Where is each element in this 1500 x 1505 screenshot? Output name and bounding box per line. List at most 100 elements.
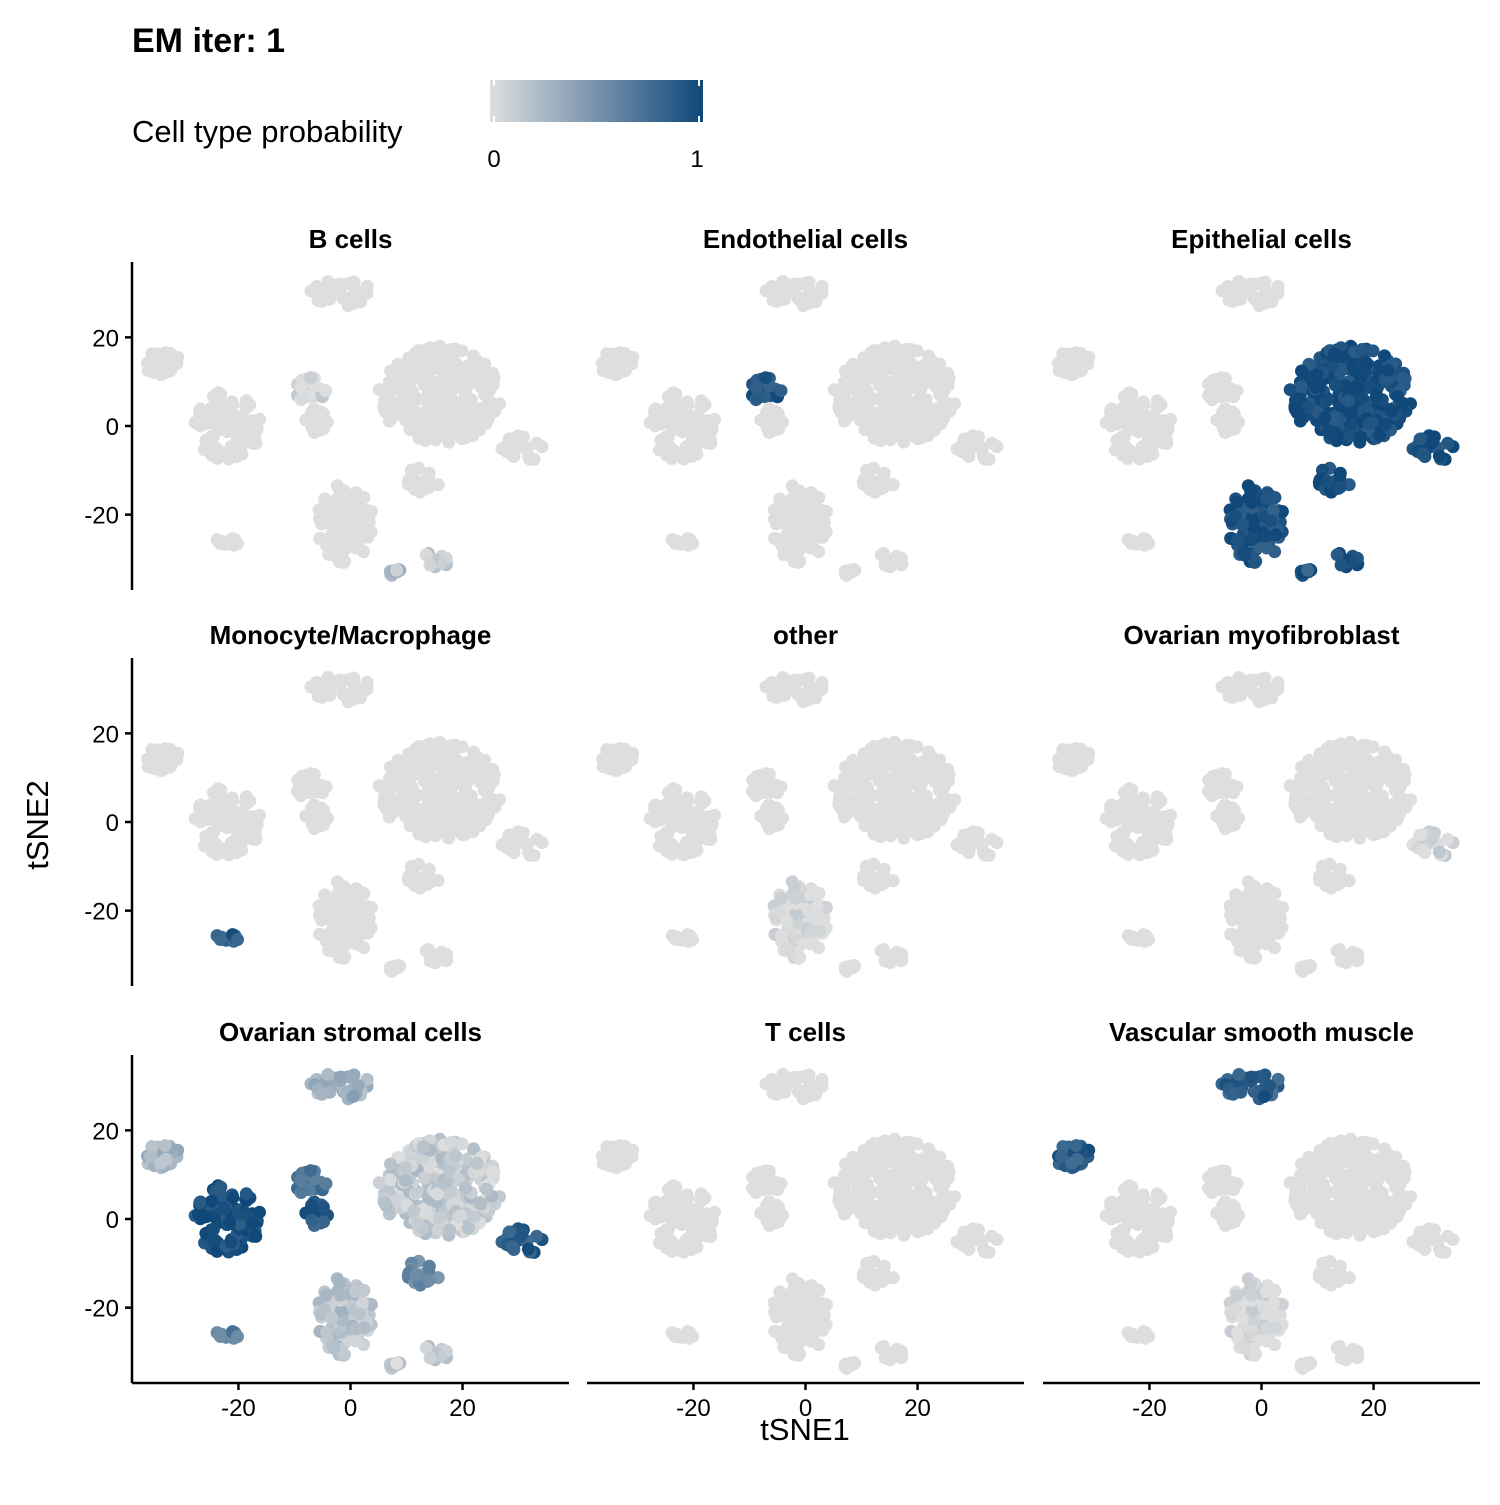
cell-point (462, 825, 475, 838)
cell-point (917, 429, 930, 442)
cell-point (1328, 347, 1341, 360)
cell-point (1386, 404, 1399, 417)
cell-point (761, 817, 774, 830)
cell-point (958, 433, 971, 446)
cell-point (443, 827, 456, 840)
cell-point (680, 1236, 693, 1249)
cell-point (1334, 877, 1347, 890)
cell-point (873, 775, 886, 788)
cell-point (775, 1177, 788, 1190)
cell-point (1104, 799, 1117, 812)
cell-point (347, 1090, 360, 1103)
cell-point (708, 413, 721, 426)
cell-point (1215, 371, 1228, 384)
cell-point (1231, 892, 1244, 905)
cell-point (780, 915, 793, 928)
legend-title: Cell type probability (132, 114, 403, 149)
cell-point (225, 1236, 238, 1249)
cell-point (760, 1199, 773, 1212)
cell-point (475, 800, 488, 813)
cell-point (1367, 740, 1380, 753)
cell-point (443, 371, 456, 384)
cell-point (144, 1150, 157, 1163)
cell-point (775, 533, 788, 546)
cell-point (193, 1196, 206, 1209)
cell-point (424, 559, 437, 572)
cell-point (506, 844, 519, 857)
cell-point (334, 278, 347, 291)
cell-point (687, 1207, 700, 1220)
cell-point (384, 776, 397, 789)
cell-point (449, 357, 462, 370)
cell-point (452, 417, 465, 430)
cell-point (456, 740, 469, 753)
cell-point (349, 888, 362, 901)
cell-point (1360, 753, 1373, 766)
cell-point (648, 799, 661, 812)
cell-point (399, 1161, 412, 1174)
cell-point (480, 1183, 493, 1196)
y-tick-label: 0 (106, 414, 119, 441)
cell-point (480, 390, 493, 403)
cell-point (232, 414, 245, 427)
cell-point (1258, 693, 1271, 706)
x-tick-label: 0 (344, 1395, 357, 1422)
cell-point (1318, 807, 1331, 820)
cell-point (865, 394, 878, 407)
cell-point (804, 926, 817, 939)
cell-point (1354, 767, 1367, 780)
cell-point (349, 530, 362, 543)
cell-point (900, 343, 913, 356)
cell-point (253, 413, 266, 426)
cell-point (1321, 790, 1334, 803)
cell-point (647, 415, 660, 428)
cell-point (879, 955, 892, 968)
cell-point (192, 1208, 205, 1221)
cell-point (1236, 915, 1249, 928)
cell-point (1414, 433, 1427, 446)
cell-point (418, 775, 431, 788)
cell-point (306, 817, 319, 830)
chart-title: EM iter: 1 (132, 22, 285, 60)
cell-point (240, 394, 253, 407)
cell-point (321, 671, 334, 684)
cell-point (384, 365, 397, 378)
cell-point (223, 1217, 236, 1230)
cell-point (249, 1230, 262, 1243)
cell-point (1136, 443, 1149, 456)
cell-point (701, 820, 714, 833)
cell-point (669, 933, 682, 946)
cell-point (865, 790, 878, 803)
cell-point (1164, 809, 1177, 822)
cell-point (246, 1217, 259, 1230)
cell-point (935, 390, 948, 403)
cell-point (647, 811, 660, 824)
cell-point (828, 779, 841, 792)
cell-point (305, 1199, 318, 1212)
cell-point (804, 530, 817, 543)
cell-point (1414, 829, 1427, 842)
cell-point (862, 411, 875, 424)
cell-point (789, 892, 802, 905)
cell-point (759, 1164, 772, 1177)
cell-point (471, 760, 484, 773)
cell-point (854, 777, 867, 790)
cell-point (878, 863, 891, 876)
cell-point (648, 1196, 661, 1209)
cell-point (522, 450, 535, 463)
cell-point (1245, 892, 1258, 905)
cell-point (295, 1174, 308, 1187)
cell-point (1370, 785, 1383, 798)
cell-point (192, 415, 205, 428)
cell-point (682, 794, 695, 807)
cell-point (660, 798, 673, 811)
facet-title: Ovarian stromal cells (219, 1017, 482, 1047)
cell-point (926, 364, 939, 377)
facet-title: other (773, 620, 838, 650)
cell-point (207, 826, 220, 839)
facet-title: T cells (765, 1017, 846, 1047)
cell-point (214, 1330, 227, 1343)
legend-high-label: 1 (690, 146, 703, 173)
cell-point (839, 380, 852, 393)
